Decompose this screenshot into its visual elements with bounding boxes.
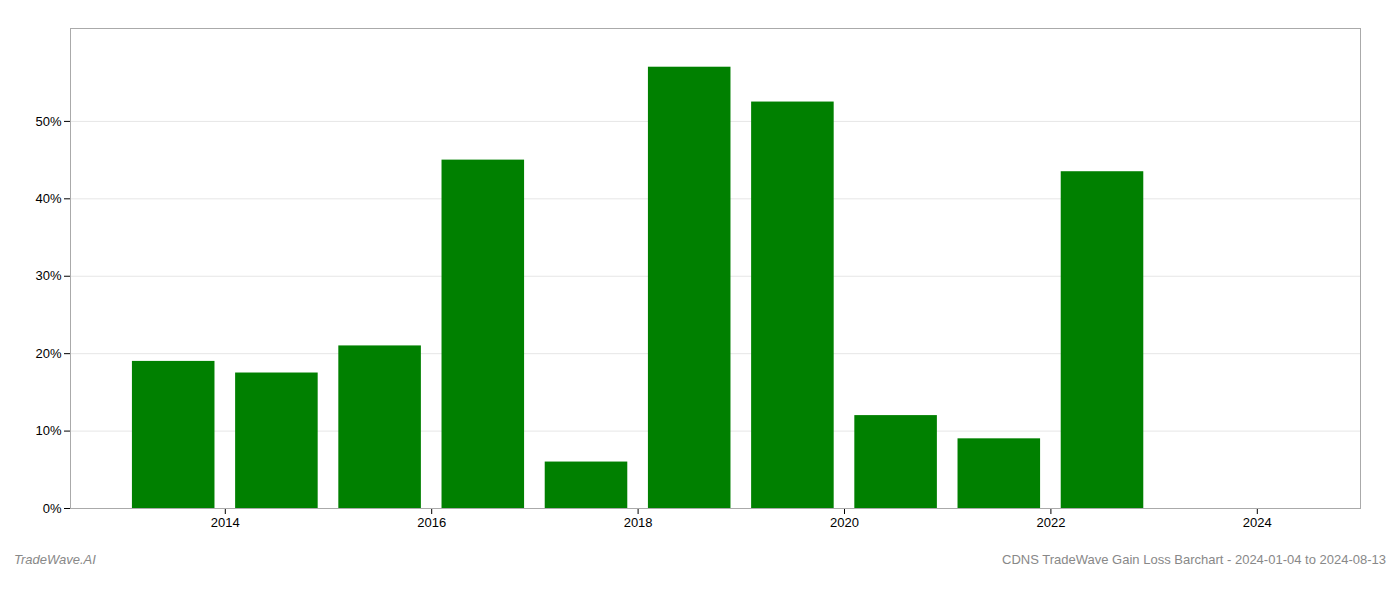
svg-text:40%: 40% [35, 191, 61, 206]
html-text:TradeWave.AI: TradeWave.AI [14, 552, 96, 567]
svg-text:2020: 2020 [830, 515, 859, 530]
svg-text:50%: 50% [35, 114, 61, 129]
svg-text:2016: 2016 [417, 515, 446, 530]
svg-text:2018: 2018 [624, 515, 653, 530]
svg-text:0%: 0% [43, 501, 62, 516]
svg-text:10%: 10% [35, 423, 61, 438]
svg-text:2022: 2022 [1036, 515, 1065, 530]
html-text:CDNS TradeWave Gain Loss Barch: CDNS TradeWave Gain Loss Barchart - 2024… [1002, 552, 1386, 567]
svg-text:20%: 20% [35, 346, 61, 361]
svg-text:2014: 2014 [211, 515, 240, 530]
svg-text:2024: 2024 [1243, 515, 1272, 530]
svg-text:30%: 30% [35, 268, 61, 283]
